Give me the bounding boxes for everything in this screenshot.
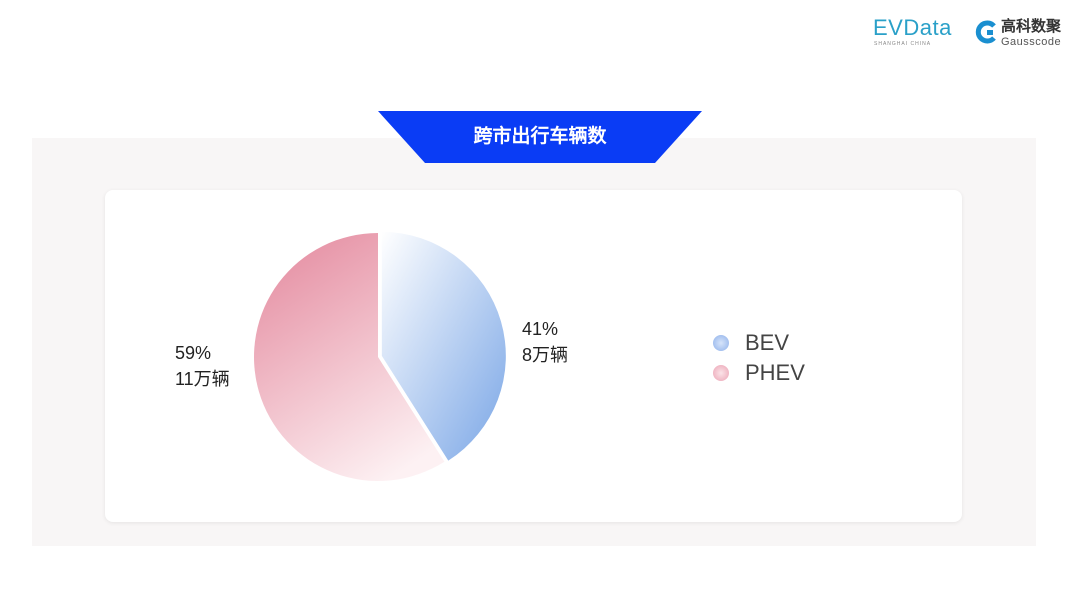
chart-title: 跨市出行车辆数 [473, 126, 607, 147]
evdata-logo: EVData [873, 15, 952, 40]
data-label-bev-count: 8万辆 [522, 345, 569, 365]
legend-marker-bev [713, 335, 729, 351]
chart-card [105, 190, 962, 522]
data-label-phev: 59% 11万辆 [175, 340, 230, 392]
data-label-phev-percent: 59% [175, 343, 212, 363]
gausscode-logo-cn: 高科数聚 [1001, 18, 1062, 35]
pie-slice-phev [253, 233, 445, 482]
evdata-logo-sub: SHANGHAI CHINA [874, 41, 932, 47]
gausscode-logo-en: Gausscode [1001, 36, 1062, 48]
data-label-bev-percent: 41% [522, 319, 559, 339]
gausscode-logo-icon [975, 20, 996, 44]
legend-label-phev: PHEV [745, 360, 805, 385]
title-banner [378, 111, 702, 163]
pie-slice-bev [381, 231, 506, 461]
legend-label-bev: BEV [745, 330, 790, 355]
legend-marker-phev [713, 365, 729, 381]
data-label-bev: 41% 8万辆 [522, 316, 568, 368]
data-label-phev-count: 11万辆 [175, 369, 230, 389]
